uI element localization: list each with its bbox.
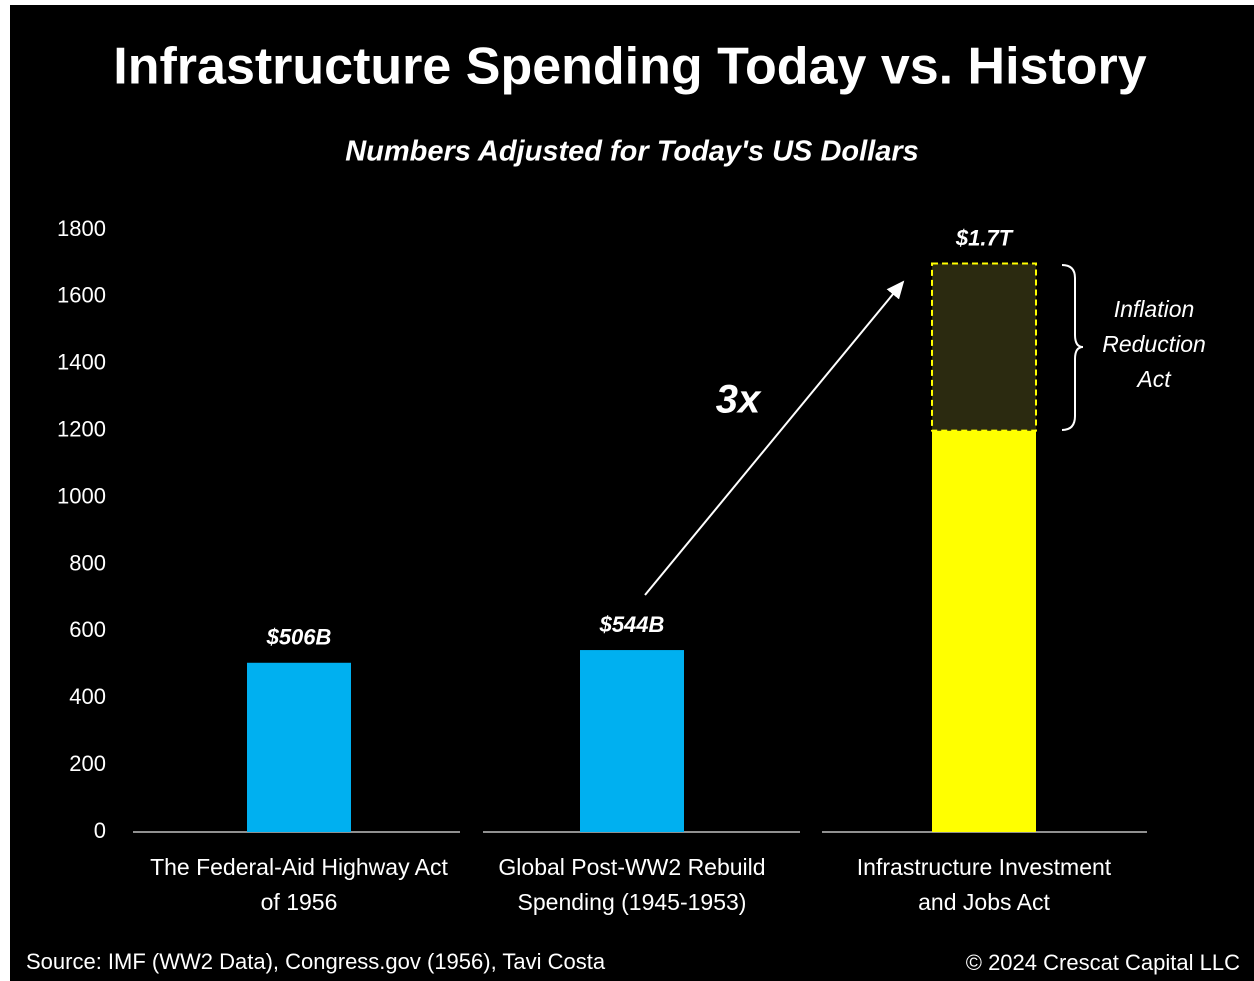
arrow — [644, 280, 905, 596]
bar — [580, 650, 684, 832]
x-tick-label: of 1956 — [261, 889, 338, 915]
bar — [247, 662, 351, 832]
copyright: © 2024 Crescat Capital LLC — [966, 950, 1240, 975]
annotation: 3x — [716, 378, 762, 422]
y-tick-label: 1000 — [57, 483, 106, 508]
y-tick-label: 1600 — [57, 283, 106, 308]
bar — [931, 262, 1037, 432]
chart-title: Infrastructure Spending Today vs. Histor… — [113, 38, 1147, 96]
y-tick-label: 1400 — [57, 350, 106, 375]
y-tick-label: 0 — [94, 818, 106, 843]
x-tick-label: Global Post-WW2 Rebuild — [498, 854, 765, 880]
y-tick-label: 400 — [69, 684, 106, 709]
bar — [932, 430, 1036, 832]
brace — [1061, 264, 1084, 431]
value-label: $544B — [599, 612, 665, 637]
x-tick-label: and Jobs Act — [918, 889, 1050, 915]
x-tick-label: Infrastructure Investment — [857, 854, 1112, 880]
y-tick-label: 1800 — [57, 216, 106, 241]
x-tick-label: The Federal-Aid Highway Act — [150, 854, 448, 880]
source: Source: IMF (WW2 Data), Congress.gov (19… — [26, 949, 606, 974]
y-tick-label: 600 — [69, 617, 106, 642]
value-label: $506B — [266, 625, 332, 650]
y-tick-label: 1200 — [57, 416, 106, 441]
y-tick-label: 800 — [69, 550, 106, 575]
x-tick-label: Spending (1945-1953) — [518, 889, 747, 915]
y-tick-label: 200 — [69, 751, 106, 776]
chart-subtitle: Numbers Adjusted for Today's US Dollars — [345, 136, 919, 168]
legend-label: Inflation Reduction Act — [1102, 296, 1206, 392]
value-label: $1.7T — [955, 225, 1014, 250]
